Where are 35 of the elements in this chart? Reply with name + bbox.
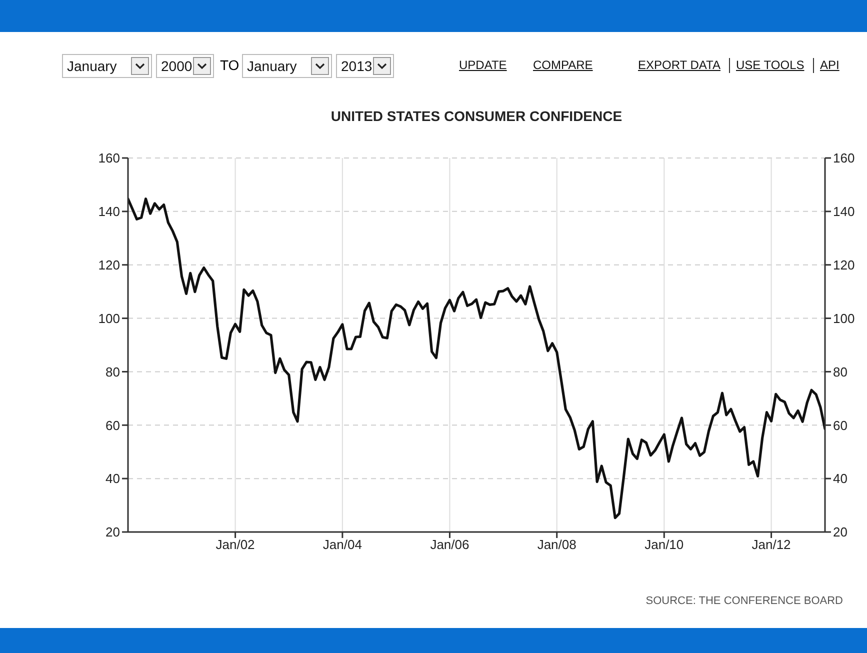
- y2-tick-label: 100: [833, 310, 855, 326]
- text: TO: [220, 57, 240, 73]
- text: January: [247, 58, 297, 74]
- text: UPDATE: [459, 58, 507, 72]
- y2-tick-label: 160: [833, 150, 855, 166]
- x-tick-label: Jan/10: [644, 537, 684, 552]
- y-tick-label: 140: [98, 204, 120, 220]
- y2-tick-label: 20: [833, 524, 848, 540]
- y2-tick-label: 40: [833, 471, 848, 486]
- source-note: SOURCE: THE CONFERENCE BOARD: [646, 595, 843, 607]
- y2-tick-label: 80: [833, 364, 848, 380]
- y-tick-label: 20: [106, 524, 120, 540]
- y2-tick-label: 140: [833, 204, 855, 220]
- y-tick-label: 100: [98, 310, 120, 326]
- x-tick-label: Jan/08: [537, 537, 576, 552]
- text: January: [67, 58, 117, 74]
- y-tick-label: 40: [106, 471, 120, 486]
- x-tick-label: Jan/12: [752, 537, 791, 552]
- x-tick-label: Jan/06: [430, 537, 470, 552]
- x-tick-label: Jan/04: [322, 537, 362, 552]
- text: API: [820, 58, 840, 72]
- y-tick-label: 160: [98, 150, 120, 166]
- text: 2000: [161, 58, 192, 74]
- text: EXPORT DATA: [638, 58, 720, 72]
- text: COMPARE: [533, 58, 593, 72]
- y2-tick-label: 60: [833, 418, 848, 433]
- line-series: [128, 198, 825, 520]
- text: USE TOOLS: [736, 58, 804, 72]
- y-tick-label: 80: [106, 364, 120, 380]
- x-tick-label: Jan/02: [216, 537, 255, 552]
- text: 2013: [341, 58, 372, 74]
- chart-title: UNITED STATES CONSUMER CONFIDENCE: [330, 108, 624, 124]
- y-tick-label: 60: [106, 418, 120, 433]
- y-tick-label: 120: [98, 257, 120, 272]
- y2-tick-label: 120: [833, 257, 855, 272]
